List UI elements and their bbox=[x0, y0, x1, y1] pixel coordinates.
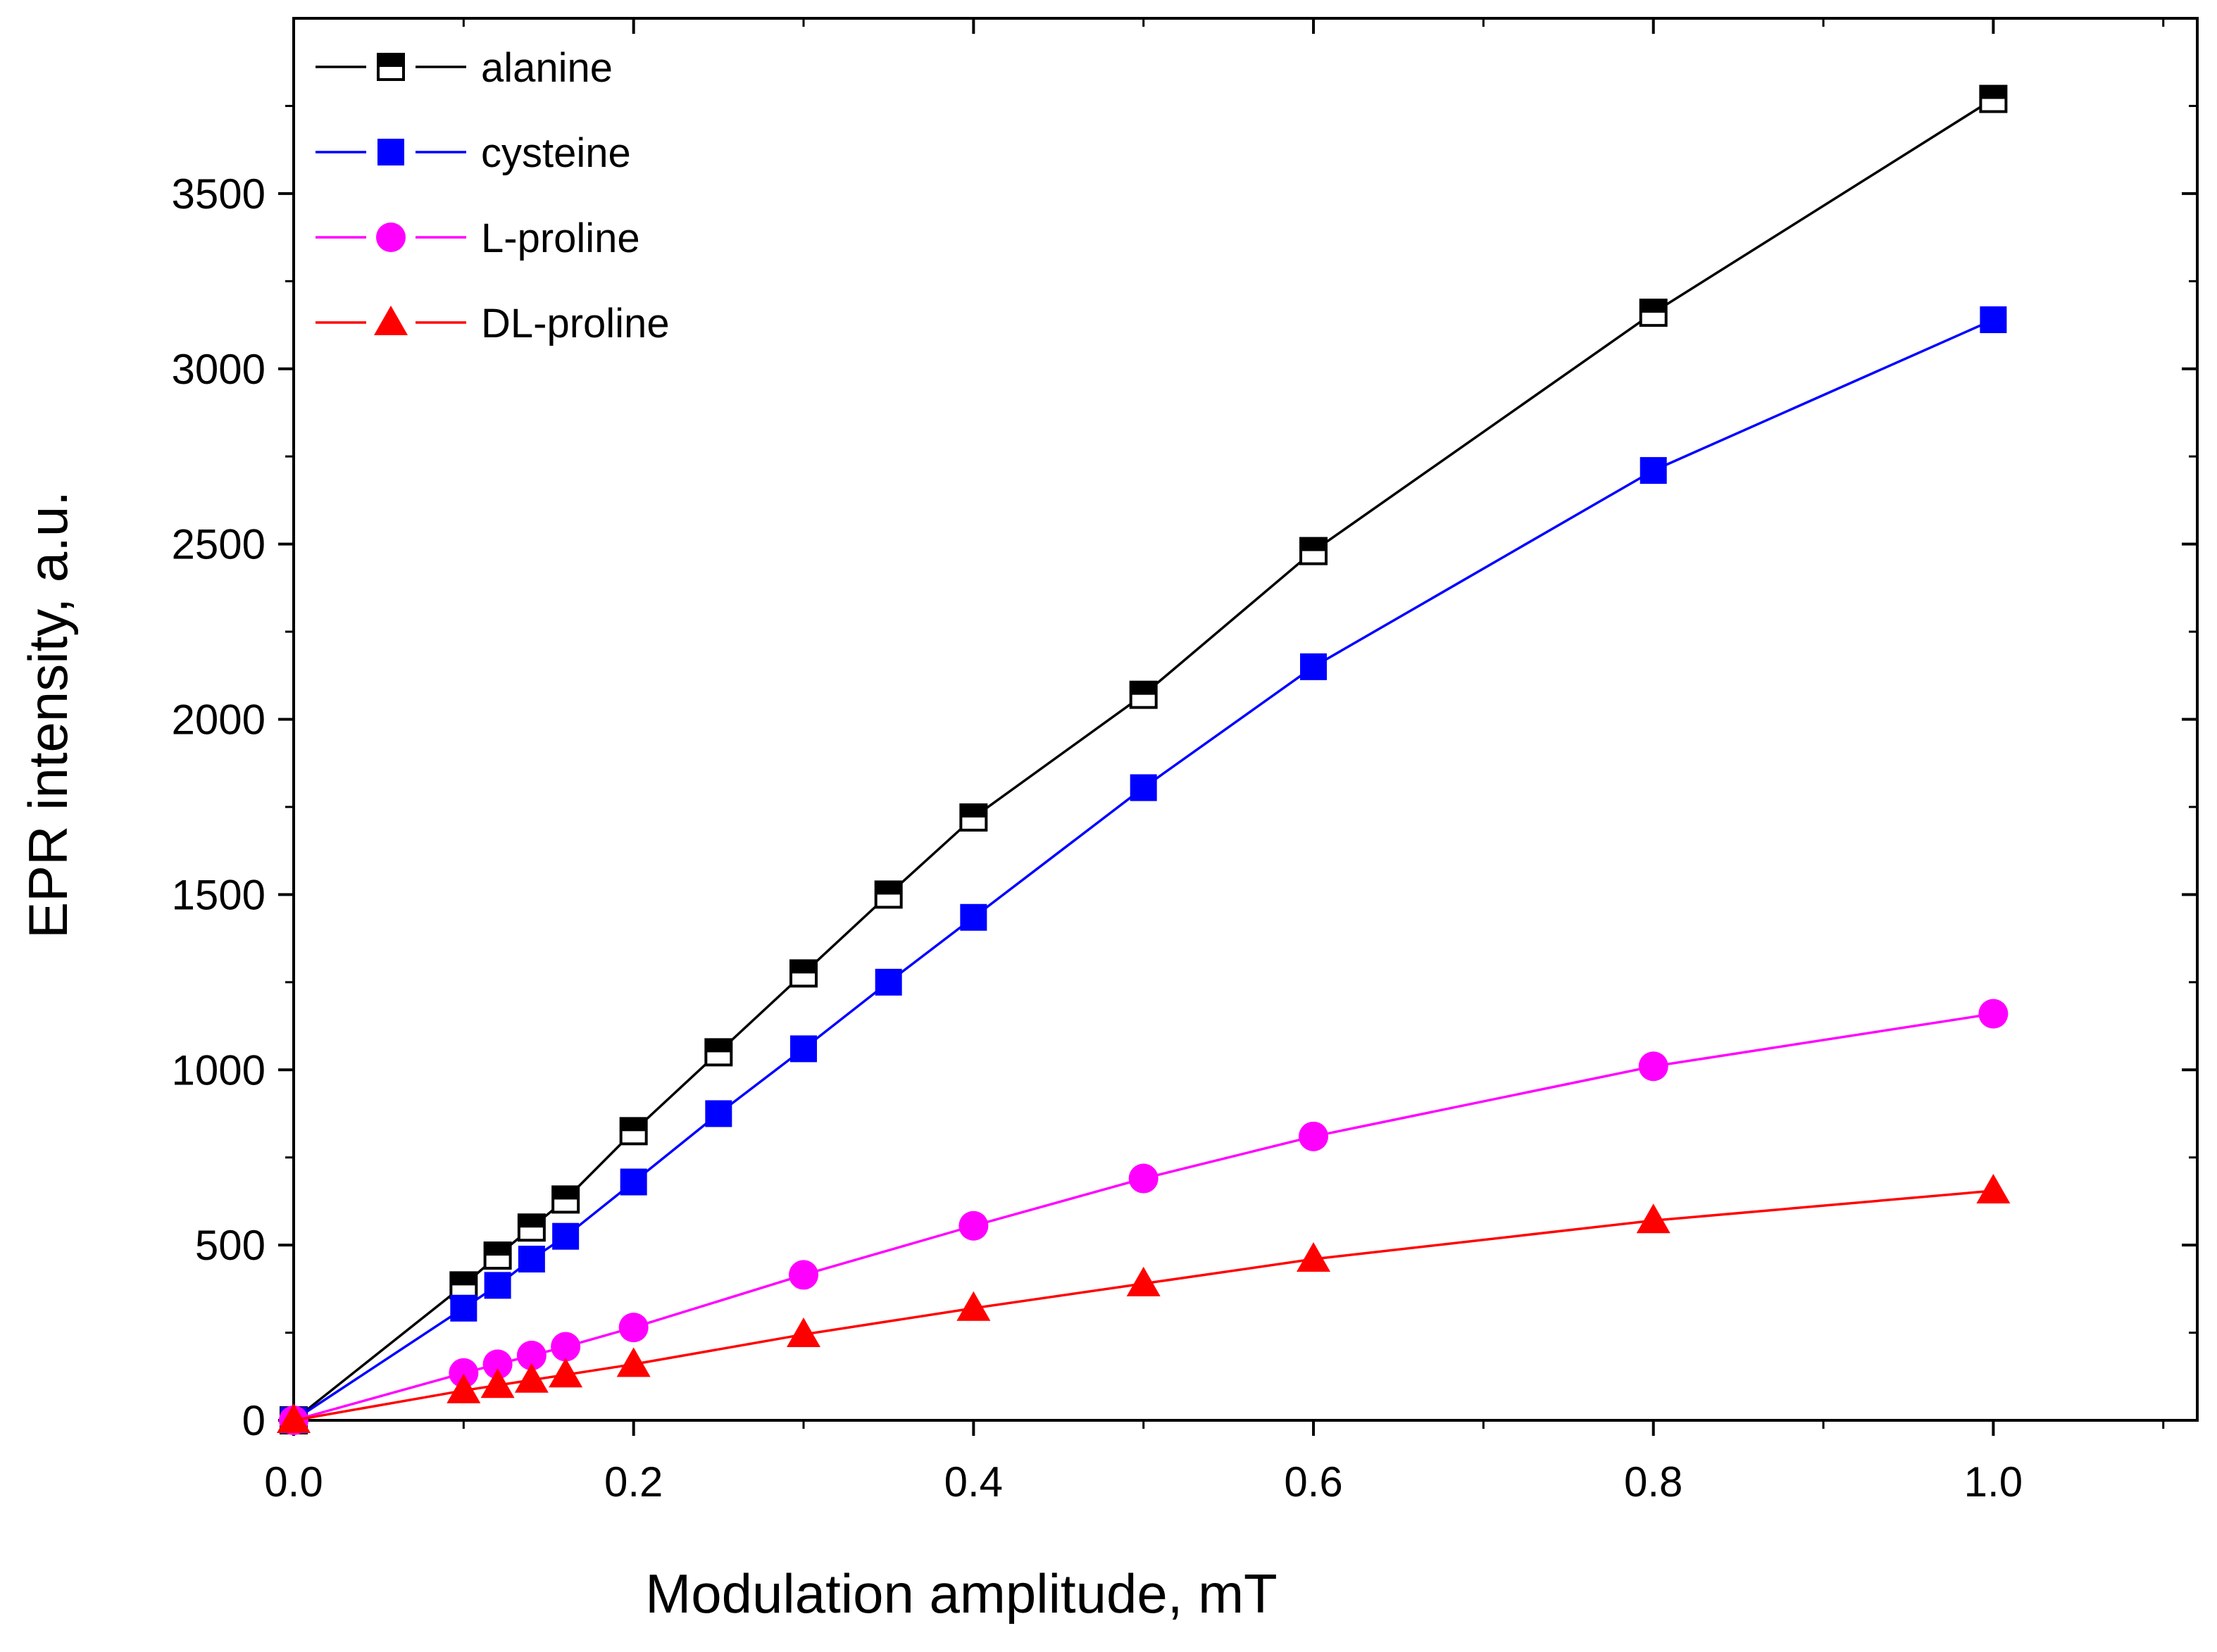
data-point bbox=[616, 1347, 651, 1377]
legend-marker bbox=[377, 53, 405, 81]
data-point bbox=[1979, 85, 2008, 113]
series-cysteine bbox=[280, 306, 2007, 1434]
data-point bbox=[790, 1035, 818, 1063]
data-point bbox=[619, 1117, 648, 1146]
x-axis-title: Modulation amplitude, mT bbox=[645, 1563, 1277, 1625]
y-tick-label: 2000 bbox=[172, 696, 266, 744]
y-tick-label: 2500 bbox=[172, 521, 266, 568]
series-line bbox=[292, 98, 1994, 1422]
data-point bbox=[450, 1294, 477, 1322]
data-point bbox=[482, 1349, 513, 1379]
series-layer bbox=[277, 85, 2011, 1435]
x-tick-label: 0.2 bbox=[604, 1458, 663, 1506]
data-point bbox=[875, 968, 902, 996]
data-point bbox=[1129, 680, 1158, 709]
x-tick-label: 0.4 bbox=[944, 1458, 1003, 1506]
data-point bbox=[514, 1363, 549, 1393]
data-point bbox=[277, 1403, 311, 1433]
series-DL-proline bbox=[277, 1173, 2011, 1433]
data-point bbox=[1300, 653, 1328, 680]
data-point bbox=[1299, 537, 1328, 565]
legend-label: alanine bbox=[481, 45, 613, 91]
legend-marker bbox=[376, 223, 406, 252]
data-point bbox=[1636, 1203, 1670, 1234]
data-point bbox=[620, 1168, 647, 1196]
data-point bbox=[1978, 999, 2009, 1029]
y-tick-label: 1000 bbox=[172, 1046, 266, 1094]
y-tick-label: 0 bbox=[242, 1397, 266, 1444]
data-point bbox=[1980, 306, 2007, 334]
series-line bbox=[293, 1012, 1994, 1422]
data-point bbox=[446, 1373, 481, 1403]
data-point bbox=[789, 1260, 819, 1290]
y-tick-label: 3500 bbox=[172, 170, 266, 218]
series-line bbox=[293, 318, 1994, 1422]
data-point bbox=[1639, 299, 1668, 327]
data-point bbox=[449, 1358, 479, 1388]
legend-entry: L-proline bbox=[316, 215, 640, 261]
series-L-proline bbox=[279, 999, 2009, 1435]
data-point bbox=[959, 803, 988, 832]
data-point bbox=[1640, 457, 1667, 484]
series-line bbox=[293, 1189, 1994, 1422]
data-point bbox=[518, 1246, 545, 1273]
legend-label: DL-proline bbox=[481, 301, 670, 346]
data-point bbox=[483, 1241, 512, 1270]
data-point bbox=[956, 1291, 991, 1321]
data-point bbox=[958, 1210, 989, 1241]
data-point bbox=[704, 1038, 733, 1067]
axes: 0.0 0.2 0.4 0.6 0.8 1.0 0 500 1000 1500 2000 2500 30… bbox=[172, 17, 2199, 1506]
x-tick-label: 0.0 bbox=[264, 1458, 323, 1506]
legend-marker bbox=[374, 306, 408, 335]
data-point bbox=[874, 880, 903, 909]
data-point bbox=[1297, 1242, 1331, 1272]
data-point bbox=[787, 1318, 821, 1348]
data-point bbox=[1128, 1163, 1159, 1194]
data-point bbox=[551, 1185, 580, 1214]
data-point bbox=[517, 1213, 546, 1242]
data-point bbox=[480, 1368, 515, 1398]
data-point bbox=[1126, 1266, 1161, 1296]
data-point bbox=[549, 1358, 583, 1388]
legend-entry: alanine bbox=[316, 45, 613, 91]
x-tick-label: 1.0 bbox=[1964, 1458, 2023, 1506]
data-point bbox=[484, 1272, 511, 1299]
data-point bbox=[552, 1222, 580, 1250]
data-point bbox=[705, 1100, 732, 1127]
data-point bbox=[1638, 1051, 1668, 1082]
data-point bbox=[516, 1340, 547, 1370]
data-point bbox=[789, 959, 818, 988]
legend-marker bbox=[377, 139, 404, 165]
data-point bbox=[960, 903, 987, 931]
legend-entry: cysteine bbox=[316, 130, 631, 176]
legend-entry: DL-proline bbox=[316, 301, 670, 346]
data-point bbox=[1976, 1173, 2011, 1203]
x-tick-label: 0.8 bbox=[1624, 1458, 1682, 1506]
data-point bbox=[1130, 774, 1157, 801]
data-point bbox=[1299, 1121, 1329, 1151]
y-tick-label: 1500 bbox=[172, 871, 266, 918]
data-point bbox=[551, 1332, 581, 1362]
x-tick-label: 0.6 bbox=[1284, 1458, 1342, 1506]
legend-label: cysteine bbox=[481, 130, 631, 176]
legend: alanine cysteine L-proline DL-proline bbox=[316, 45, 670, 346]
legend-label: L-proline bbox=[481, 215, 640, 261]
y-axis-title: EPR intensity, a.u. bbox=[17, 491, 79, 939]
y-tick-label: 3000 bbox=[172, 346, 266, 393]
data-point bbox=[618, 1313, 649, 1343]
data-point bbox=[449, 1271, 478, 1300]
y-tick-label: 500 bbox=[195, 1222, 266, 1269]
series-alanine bbox=[280, 85, 2008, 1434]
